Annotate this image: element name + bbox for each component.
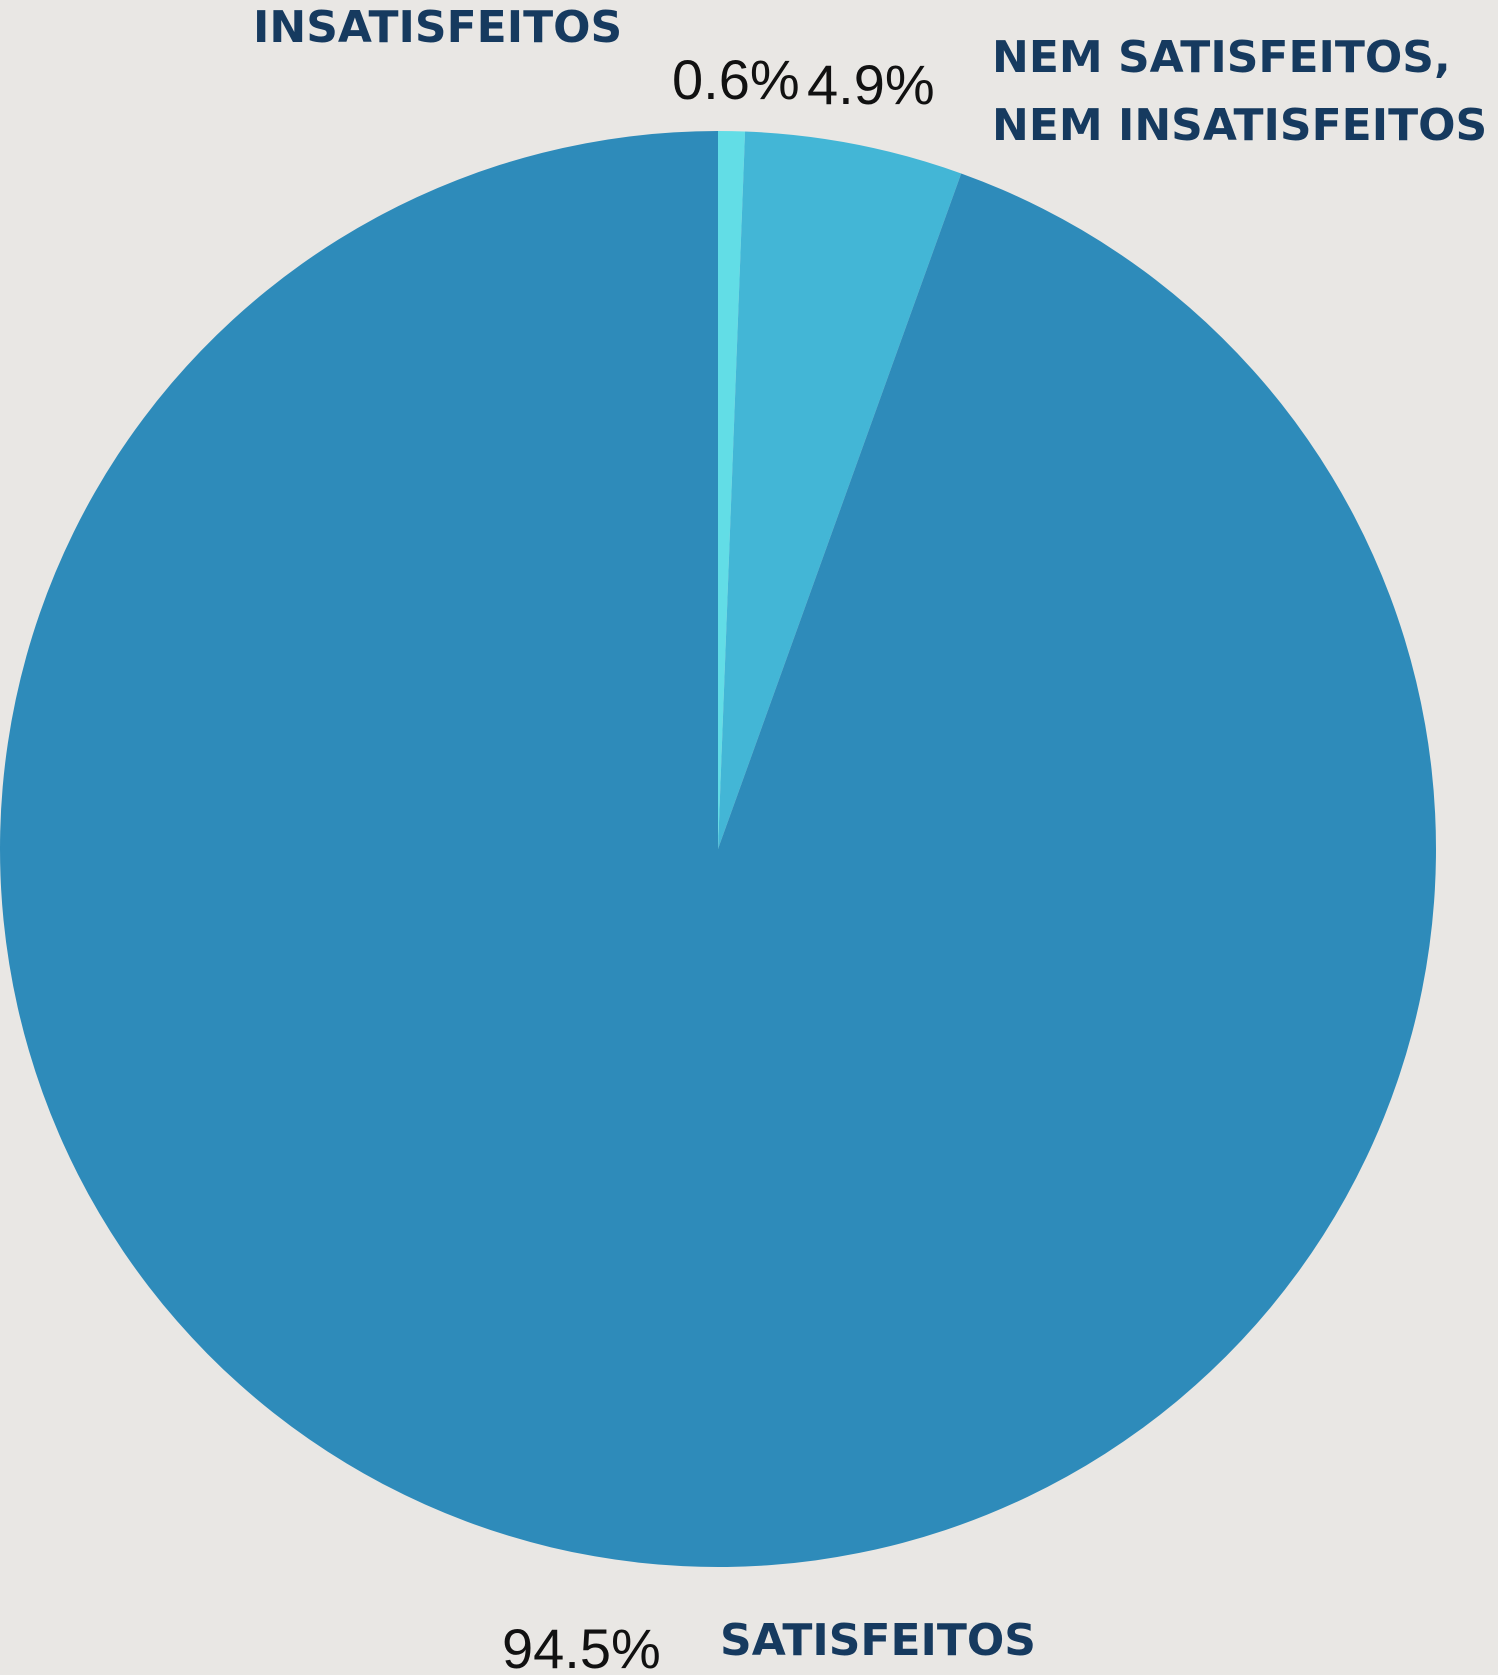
slice-label-1: INSATISFEITOS: [253, 2, 622, 53]
slice-value-2: 4.9%: [807, 53, 935, 116]
pie-labels: INSATISFEITOS 0.6% NEM SATISFEITOS, NEM INS…: [253, 2, 1487, 1675]
slice-label-3: SATISFEITOS: [720, 1615, 1036, 1666]
pie-slice-2: [718, 131, 962, 850]
slice-value-1: 0.6%: [672, 48, 800, 111]
slice-label-2: NEM SATISFEITOS, NEM INSATISFEITOS: [992, 32, 1487, 151]
pie-slice-3: [0, 131, 1437, 1567]
slice-value-3: 94.5%: [502, 1617, 661, 1675]
pie-slice-1: [718, 131, 746, 849]
pie-slices: [0, 131, 1437, 1567]
